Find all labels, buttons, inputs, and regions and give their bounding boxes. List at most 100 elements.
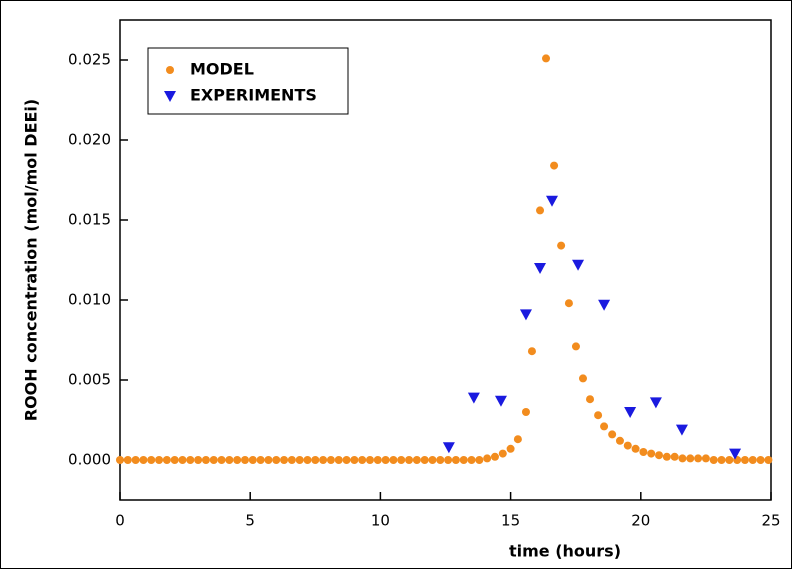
legend-marker xyxy=(164,91,176,102)
model-point xyxy=(608,430,617,439)
model-point xyxy=(358,456,367,464)
model-point xyxy=(550,161,559,170)
model-point xyxy=(420,456,429,464)
model-point xyxy=(381,456,390,464)
model-point xyxy=(201,456,210,464)
legend-label: MODEL xyxy=(190,60,254,79)
x-tick-label: 0 xyxy=(115,512,125,530)
model-point xyxy=(272,456,281,464)
model-point xyxy=(586,395,595,404)
y-tick-label: 0.025 xyxy=(68,51,111,69)
x-tick-label: 25 xyxy=(761,512,780,530)
experiment-point xyxy=(442,442,455,454)
model-point xyxy=(319,456,328,464)
experiment-point xyxy=(598,299,611,311)
model-point xyxy=(365,456,374,464)
model-point xyxy=(490,452,499,461)
model-point xyxy=(217,456,226,464)
model-point xyxy=(536,206,545,215)
legend-marker xyxy=(166,66,174,74)
model-point xyxy=(209,456,218,464)
model-point xyxy=(233,456,242,464)
y-tick-label: 0.000 xyxy=(68,451,111,469)
model-point xyxy=(264,456,273,464)
y-tick-label: 0.015 xyxy=(68,211,111,229)
experiment-point xyxy=(624,407,637,418)
model-point xyxy=(600,422,609,431)
experiment-point xyxy=(649,397,662,409)
model-point xyxy=(147,456,156,464)
model-point xyxy=(444,456,453,464)
model-point xyxy=(475,456,484,464)
model-point xyxy=(178,456,187,464)
y-tick-label: 0.010 xyxy=(68,291,111,309)
model-point xyxy=(225,456,234,464)
experiment-point xyxy=(729,448,742,460)
experiment-point xyxy=(519,309,532,321)
model-point xyxy=(162,456,171,464)
model-point xyxy=(436,456,445,464)
model-point xyxy=(287,456,296,464)
y-axis-title: ROOH concentration (mol/mol DEEi) xyxy=(22,99,41,421)
model-point xyxy=(756,456,765,464)
model-point xyxy=(303,456,312,464)
model-point xyxy=(459,456,468,464)
x-tick-label: 10 xyxy=(371,512,390,530)
model-point xyxy=(170,456,179,464)
model-point xyxy=(764,456,773,464)
model-point xyxy=(615,436,624,445)
model-point xyxy=(639,448,648,456)
experiment-point xyxy=(675,424,688,436)
model-point xyxy=(717,456,726,464)
model-point xyxy=(527,347,536,356)
model-point xyxy=(131,456,140,464)
model-point xyxy=(240,456,249,464)
model-point xyxy=(256,456,265,464)
model-point xyxy=(428,456,437,464)
model-point xyxy=(564,299,573,308)
model-point xyxy=(451,456,460,464)
model-point xyxy=(701,454,710,463)
model-point xyxy=(311,456,320,464)
model-point xyxy=(194,456,203,464)
experiment-point xyxy=(467,392,480,404)
model-point xyxy=(686,454,695,463)
model-point xyxy=(483,454,492,463)
model-point xyxy=(373,456,382,464)
experiment-point xyxy=(534,263,547,274)
model-point xyxy=(139,456,148,464)
model-point xyxy=(506,444,515,453)
model-point xyxy=(326,456,335,464)
legend-label: EXPERIMENTS xyxy=(190,86,317,105)
model-point xyxy=(397,456,406,464)
model-point xyxy=(670,452,679,461)
model-point xyxy=(334,456,343,464)
model-point xyxy=(405,456,414,464)
model-point xyxy=(557,241,566,250)
model-point xyxy=(412,456,421,464)
model-point xyxy=(248,456,257,464)
model-point xyxy=(709,456,718,464)
model-point xyxy=(694,454,703,463)
model-point xyxy=(295,456,304,464)
model-point xyxy=(342,456,351,464)
x-axis-title: time (hours) xyxy=(509,542,621,561)
model-point xyxy=(725,456,734,464)
model-point xyxy=(678,454,687,463)
model-point xyxy=(655,451,664,460)
model-point xyxy=(623,441,632,450)
model-point xyxy=(571,342,580,351)
experiment-point xyxy=(546,195,559,207)
y-tick-label: 0.005 xyxy=(68,371,111,389)
model-point xyxy=(389,456,398,464)
model-point xyxy=(350,456,359,464)
model-point xyxy=(186,456,195,464)
x-tick-label: 20 xyxy=(631,512,650,530)
model-point xyxy=(116,456,124,464)
plot-box xyxy=(119,19,772,501)
model-point xyxy=(578,374,587,383)
model-point xyxy=(740,456,749,464)
model-point xyxy=(155,456,164,464)
